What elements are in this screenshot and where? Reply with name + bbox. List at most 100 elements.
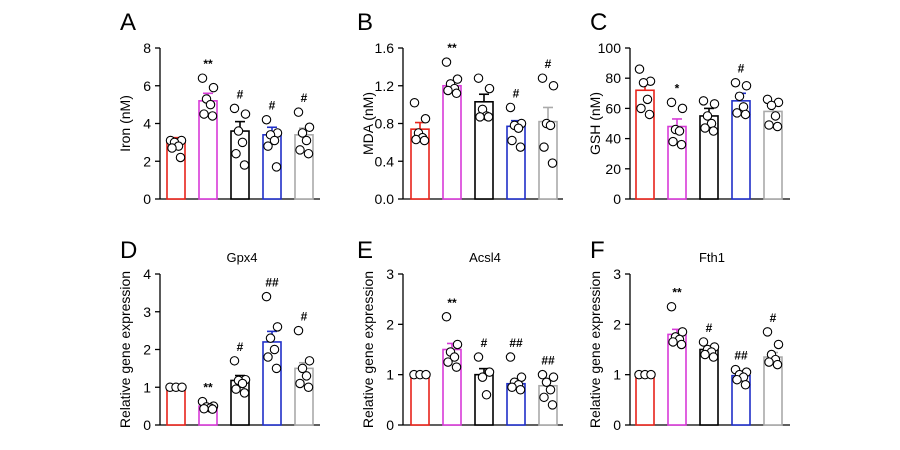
y-tick-label: 0 [143, 417, 151, 433]
y-axis-label: Relative gene expression [360, 271, 376, 428]
data-point [740, 379, 751, 390]
data-point [411, 134, 421, 145]
data-point [732, 374, 742, 385]
bar [410, 373, 430, 426]
data-point [303, 382, 314, 392]
data-point [167, 143, 177, 153]
data-point [233, 126, 244, 136]
data-point [265, 333, 276, 343]
y-tick-label: 2 [143, 153, 151, 169]
y-tick-label: 2 [386, 316, 394, 332]
data-point [303, 148, 314, 159]
data-point [419, 135, 430, 146]
data-point [208, 82, 219, 93]
data-point [642, 94, 653, 105]
data-point [708, 352, 719, 362]
data-point [304, 356, 315, 366]
y-tick-label: 4 [143, 266, 151, 282]
y-tick-label: 2 [143, 342, 151, 358]
data-point [668, 136, 678, 147]
data-point [263, 141, 273, 151]
data-point [304, 122, 315, 133]
significance-mark: # [237, 340, 244, 354]
data-point [449, 352, 460, 362]
data-point [441, 312, 452, 322]
data-point [473, 73, 484, 83]
significance-mark: ## [265, 276, 279, 290]
panel-letter: D [120, 237, 137, 264]
data-point [734, 91, 745, 102]
y-tick-label: 20 [605, 161, 621, 177]
y-tick-label: 2 [613, 316, 621, 332]
y-tick-label: 60 [605, 100, 621, 116]
data-point [644, 109, 655, 120]
data-point [263, 352, 273, 362]
panel-letter: E [357, 237, 373, 264]
data-point [709, 99, 720, 109]
y-axis-label: Iron (nM) [117, 95, 133, 152]
data-point [700, 349, 710, 360]
data-point [507, 135, 517, 146]
data-point [237, 378, 248, 389]
data-point [668, 337, 678, 347]
data-point [295, 145, 305, 155]
data-point [269, 344, 280, 355]
data-point [634, 64, 645, 74]
data-point [231, 148, 241, 159]
y-tick-label: 3 [143, 304, 151, 320]
y-tick-label: 1.6 [375, 40, 395, 56]
y-tick-label: 40 [605, 131, 621, 147]
data-point [293, 325, 304, 336]
data-point [515, 142, 526, 152]
data-point [197, 73, 208, 83]
y-axis-label: Relative gene expression [117, 271, 133, 428]
y-tick-label: 0.8 [375, 116, 395, 132]
y-axis-label: MDA (nM) [360, 92, 376, 155]
data-point [764, 120, 774, 130]
data-point [420, 114, 431, 124]
bar [442, 84, 462, 200]
data-point [537, 73, 548, 83]
y-tick-label: 1 [386, 367, 394, 383]
data-point [772, 359, 783, 370]
data-point [484, 83, 495, 94]
significance-mark: # [481, 336, 488, 350]
data-point [773, 339, 784, 350]
data-point [295, 378, 305, 389]
data-point [770, 111, 781, 121]
bar [166, 386, 186, 426]
data-point [698, 337, 709, 347]
y-tick-label: 100 [598, 40, 622, 56]
bar [474, 373, 494, 426]
significance-mark: * [675, 81, 680, 95]
data-point [730, 77, 741, 88]
data-point [539, 142, 549, 152]
data-point [666, 301, 677, 312]
data-point [741, 81, 752, 91]
bar [667, 125, 687, 200]
data-point [545, 120, 556, 131]
data-point [231, 384, 241, 394]
data-point [541, 377, 552, 387]
data-point [443, 85, 453, 96]
y-axis-label: GSH (nM) [587, 92, 603, 155]
data-point [269, 135, 280, 146]
panel-letter: C [590, 9, 607, 36]
data-point [700, 123, 710, 133]
data-point [505, 102, 516, 113]
y-tick-label: 80 [605, 70, 621, 86]
data-point [261, 114, 272, 125]
significance-mark: # [269, 99, 276, 113]
significance-mark: ## [541, 354, 555, 368]
data-point [175, 152, 186, 163]
significance-mark: # [545, 57, 552, 71]
y-tick-label: 3 [386, 266, 394, 282]
data-point [676, 339, 687, 350]
panel-letter: A [120, 9, 136, 36]
data-point [674, 126, 685, 136]
data-point [548, 81, 559, 91]
chart-panel-a: 0 2 4 6 8 Iron (nM) A ** # # # [117, 9, 320, 207]
data-point [638, 77, 649, 88]
data-point [740, 109, 751, 120]
